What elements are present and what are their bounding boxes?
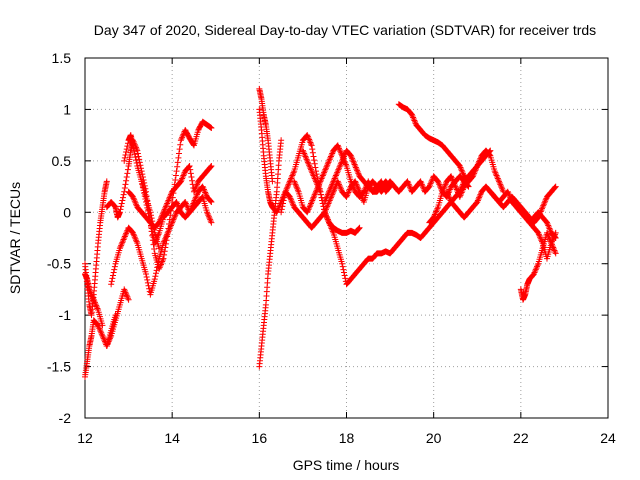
plus-markers [517, 229, 559, 303]
plus-markers [256, 137, 285, 370]
chart-title: Day 347 of 2020, Sidereal Day-to-day VTE… [94, 22, 596, 38]
x-tick-label: 24 [600, 430, 616, 446]
series-s8 [125, 163, 215, 231]
y-tick-label: -0.5 [47, 256, 71, 272]
y-tick-label: 1 [63, 101, 71, 117]
x-tick-label: 14 [164, 430, 180, 446]
series-s14 [291, 142, 394, 216]
x-tick-label: 12 [77, 430, 93, 446]
plus-markers [82, 271, 106, 329]
plus-markers [291, 142, 394, 216]
plus-markers [138, 178, 215, 247]
x-tick-label: 22 [513, 430, 529, 446]
x-tick-label: 18 [339, 430, 355, 446]
plus-markers [426, 147, 507, 226]
series-s3 [82, 271, 106, 329]
x-tick-labels: 12 14 16 18 20 22 24 [77, 430, 616, 446]
series-s20 [487, 188, 559, 262]
y-tick-label: 0.5 [52, 153, 72, 169]
plus-markers [103, 286, 132, 349]
y-tick-labels: -2 -1.5 -1 -0.5 0 0.5 1 1.5 [47, 50, 71, 426]
plus-markers [82, 178, 110, 319]
plus-markers [526, 209, 559, 241]
plus-markers [256, 85, 276, 185]
series-s9 [138, 178, 215, 247]
y-tick-label: 0 [63, 204, 71, 220]
x-axis-label: GPS time / hours [293, 457, 400, 473]
series-s18 [426, 147, 507, 226]
axis-ticks [84, 57, 609, 419]
series-s11 [256, 85, 276, 185]
y-tick-label: -2 [59, 410, 72, 426]
plus-markers [487, 188, 559, 262]
x-tick-label: 20 [426, 430, 442, 446]
y-axis-label: SDTVAR / TECUs [7, 182, 23, 294]
y-tick-label: -1.5 [47, 359, 71, 375]
y-tick-label: 1.5 [52, 50, 72, 66]
data-marks [82, 85, 559, 380]
plus-markers [299, 147, 363, 236]
x-tick-label: 16 [252, 430, 268, 446]
series-s4 [103, 286, 132, 349]
plus-markers [395, 101, 472, 185]
series-s1 [82, 178, 110, 319]
series-s15 [299, 147, 363, 236]
plus-markers [125, 163, 215, 231]
y-tick-label: -1 [59, 307, 72, 323]
series-s10 [256, 137, 285, 370]
plus-markers [321, 147, 394, 205]
series-s17 [395, 101, 472, 185]
series-s16 [321, 147, 394, 205]
series-s21 [517, 229, 559, 303]
series-s22 [526, 209, 559, 241]
